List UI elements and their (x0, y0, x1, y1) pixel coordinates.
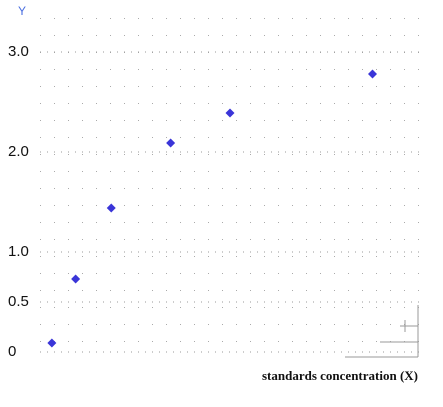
x-axis-label: standards concentration (X) (262, 368, 418, 383)
data-point (71, 274, 81, 284)
y-tick-label: 1.0 (8, 243, 29, 260)
y-tick-label: 2.0 (8, 143, 29, 160)
data-point (106, 203, 116, 213)
corner-marks (345, 305, 419, 358)
data-point (368, 69, 377, 79)
data-point (47, 338, 57, 348)
y-tick-label: 3.0 (8, 43, 29, 60)
y-tick-label: 0.5 (8, 293, 29, 310)
y-axis-label: Y (18, 4, 26, 18)
data-point (225, 108, 235, 118)
background-dots (40, 18, 420, 358)
y-tick-label: 0 (8, 343, 16, 360)
data-point (166, 138, 176, 148)
